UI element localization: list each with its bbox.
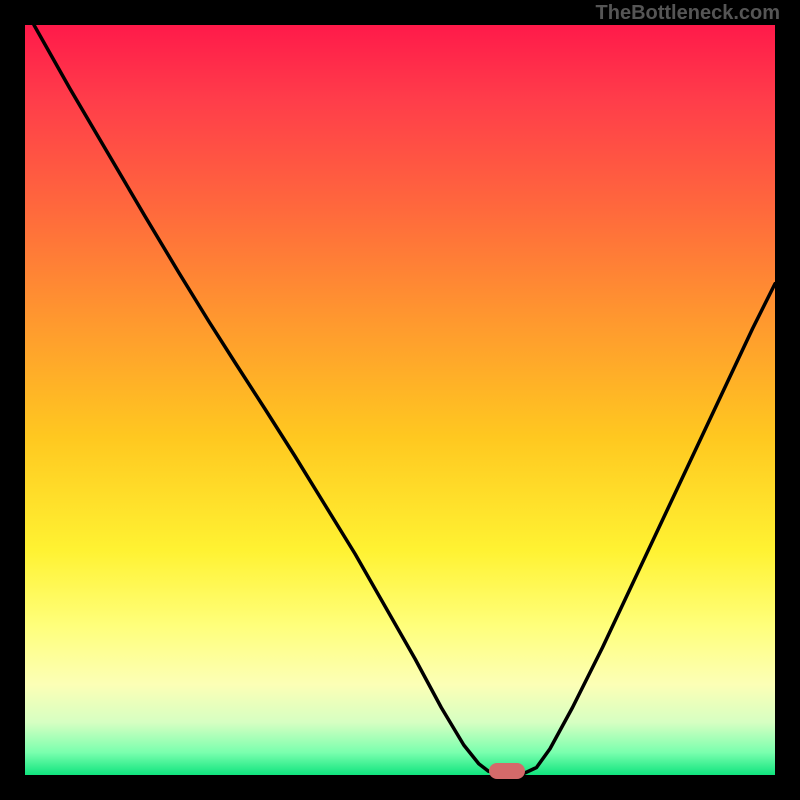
optimal-marker: [489, 763, 525, 779]
plot-area: [25, 25, 775, 775]
bottleneck-curve: [25, 25, 775, 775]
watermark-text: TheBottleneck.com: [596, 2, 780, 25]
